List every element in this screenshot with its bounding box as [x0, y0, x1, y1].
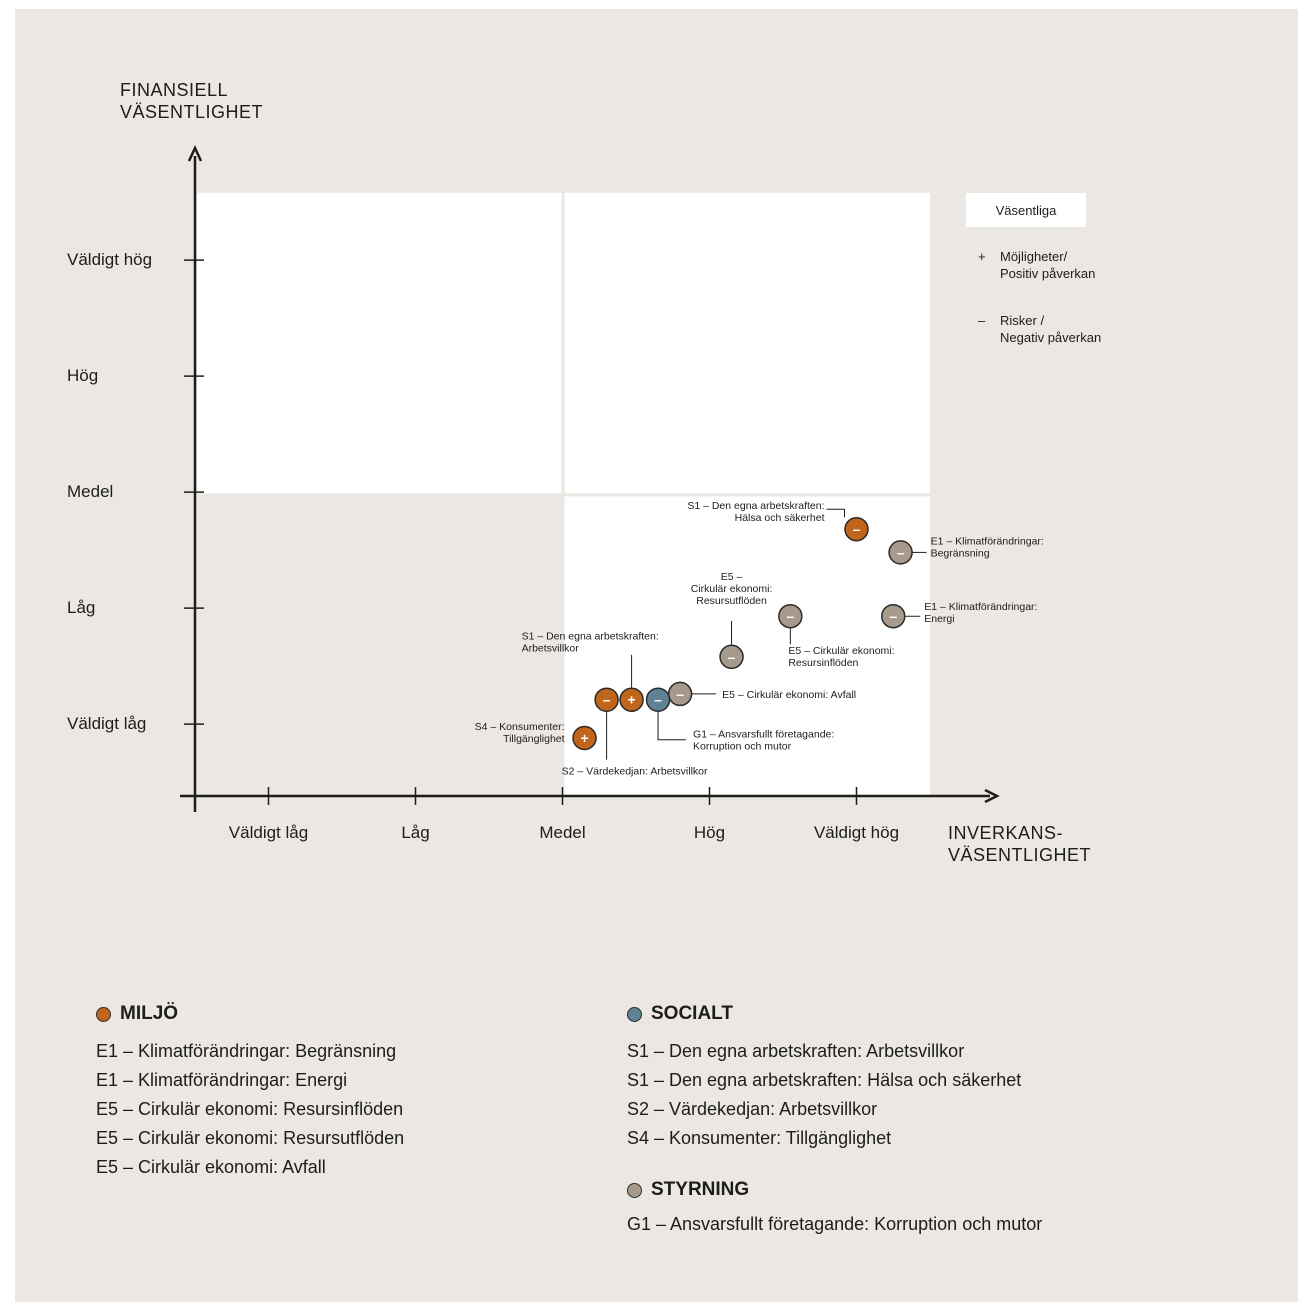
minus-icon: –	[897, 544, 905, 560]
miljo-dot-icon	[96, 1006, 111, 1022]
socialt-list: S1 – Den egna arbetskraften: Arbetsvillk…	[627, 1037, 1021, 1153]
minus-icon: –	[853, 521, 861, 537]
y-tick-label: Väldigt låg	[67, 714, 146, 733]
category-title: STYRNING	[651, 1179, 750, 1200]
y-axis-title: FINANSIELL VÄSENTLIGHET	[120, 80, 264, 122]
point-label: E1 – Klimatförändringar: Begränsning	[931, 535, 1044, 559]
data-point	[572, 725, 597, 751]
leader-line	[826, 508, 845, 518]
data-point	[881, 603, 906, 629]
point-label: E5 – Cirkulär ekonomi: Resursinflöden	[788, 645, 894, 669]
x-tick-label: Medel	[539, 823, 585, 842]
data-point	[645, 687, 671, 712]
point-label: S4 – Konsumenter: Tillgänglighet	[475, 721, 565, 745]
list-item: G1 – Ansvarsfullt företagande: Korruptio…	[627, 1214, 1043, 1234]
point-label: S2 – Värdekedjan: Arbetsvillkor	[562, 766, 708, 778]
y-tick-label: Väldigt hög	[67, 250, 152, 269]
styrning-list: G1 – Ansvarsfullt företagande: Korruptio…	[627, 1210, 1042, 1239]
quadrant-top-left	[197, 192, 562, 494]
minus-icon: –	[978, 313, 986, 328]
plus-icon: +	[580, 730, 588, 746]
category-miljo: MILJÖ	[96, 1003, 178, 1025]
legend-item-label: Möjligheter/ Positiv påverkan	[1000, 249, 1096, 281]
point-label: E1 – Klimatförändringar: Energi	[924, 601, 1037, 625]
x-axis-arrow-icon	[984, 788, 1000, 804]
list-item: S4 – Konsumenter: Tillgänglighet	[627, 1128, 892, 1148]
minus-icon: –	[728, 649, 736, 665]
y-axis-arrow-icon	[187, 145, 203, 162]
quadrant-bottom-right	[564, 496, 930, 796]
x-tick-label: Väldigt hög	[814, 823, 899, 842]
category-title: SOCIALT	[651, 1003, 733, 1024]
y-tick-label: Låg	[67, 598, 95, 617]
point-label: S1 – Den egna arbetskraften: Arbetsvillko…	[522, 631, 659, 655]
data-point	[778, 603, 803, 629]
list-item: S1 – Den egna arbetskraften: Arbetsvillk…	[627, 1041, 965, 1061]
legend-item-opportunities: + Möjligheter/ Positiv påverkan	[978, 248, 1095, 282]
styrning-dot-icon	[627, 1182, 642, 1198]
data-point	[594, 687, 619, 712]
list-item: E5 – Cirkulär ekonomi: Resursutflöden	[96, 1128, 405, 1148]
minus-icon: –	[889, 608, 897, 624]
x-axis-title: INVERKANS- VÄSENTLIGHET	[948, 823, 1092, 865]
data-point	[844, 516, 869, 542]
y-tick-label: Hög	[67, 366, 98, 385]
point-label: E5 – Cirkulär ekonomi: Resursutflöden	[691, 571, 773, 607]
data-point	[619, 687, 644, 712]
plus-icon: +	[978, 249, 986, 264]
point-label: S1 – Den egna arbetskraften: Hälsa och sä…	[687, 500, 824, 524]
list-item: S1 – Den egna arbetskraften: Hälsa och s…	[627, 1070, 1022, 1090]
miljo-list: E1 – Klimatförändringar: Begränsning E1 …	[96, 1037, 404, 1182]
list-item: S2 – Värdekedjan: Arbetsvillkor	[627, 1099, 878, 1119]
point-label: G1 – Ansvarsfullt företagande: Korruption…	[693, 729, 834, 753]
data-point	[719, 644, 744, 670]
minus-icon: –	[676, 686, 684, 702]
legend-title: Väsentliga	[966, 193, 1086, 227]
list-item: E5 – Cirkulär ekonomi: Resursinflöden	[96, 1099, 404, 1119]
data-point	[888, 540, 913, 565]
category-socialt: SOCIALT	[627, 1003, 733, 1025]
minus-icon: –	[786, 608, 794, 624]
minus-icon: –	[654, 692, 662, 708]
legend-item-label: Risker / Negativ påverkan	[1000, 313, 1102, 345]
point-label: E5 – Cirkulär ekonomi: Avfall	[722, 689, 856, 701]
plus-icon: +	[627, 692, 635, 708]
x-tick-label: Låg	[401, 823, 429, 842]
list-item: E1 – Klimatförändringar: Energi	[96, 1070, 348, 1090]
y-tick-label: Medel	[67, 482, 113, 501]
list-item: E1 – Klimatförändringar: Begränsning	[96, 1041, 397, 1061]
x-tick-label: Väldigt låg	[229, 823, 308, 842]
x-tick-label: Hög	[694, 823, 725, 842]
socialt-dot-icon	[627, 1006, 642, 1022]
category-title: MILJÖ	[120, 1003, 179, 1024]
minus-icon: –	[603, 692, 611, 708]
legend-item-risks: – Risker / Negativ påverkan	[978, 312, 1101, 346]
quadrant-top-right	[564, 192, 930, 494]
category-styrning: STYRNING	[627, 1179, 749, 1201]
list-item: E5 – Cirkulär ekonomi: Avfall	[96, 1157, 326, 1177]
leader-line	[657, 710, 687, 741]
